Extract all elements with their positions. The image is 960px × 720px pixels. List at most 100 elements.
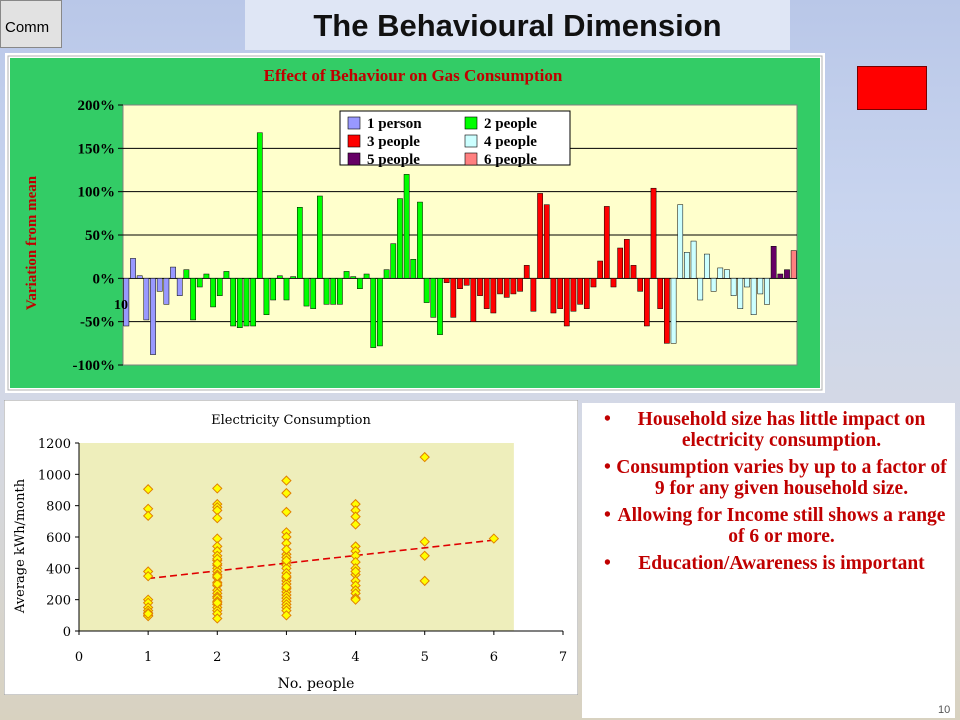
chart1-bar	[263, 278, 270, 315]
chart2-y-tick-label: 200	[46, 594, 71, 609]
bullet-text: Education/Awareness is important	[638, 553, 925, 574]
chart2-point	[281, 610, 292, 621]
chart1-bar	[563, 278, 570, 327]
chart1-bar	[210, 278, 216, 308]
chart1-bar	[670, 278, 677, 344]
chart2-x-axis-label: No. people	[278, 676, 355, 692]
chart1-bar	[657, 278, 664, 309]
chart2-axes: 0 200 400 600 800 1000 1200 0 1 2 3 4 5 6 7	[38, 437, 567, 665]
chart1-bar	[290, 276, 297, 279]
chart2-y-tick-label: 600	[46, 531, 71, 546]
chart1-bar	[450, 278, 457, 318]
chart1-bar	[704, 253, 710, 279]
chart1-bar	[550, 278, 557, 314]
chart1-bar	[517, 278, 523, 292]
chart1-bar	[577, 278, 583, 305]
chart1-bar	[730, 278, 737, 296]
chart1-legend-label: 1 person	[367, 116, 422, 132]
chart1-bar	[623, 239, 630, 279]
chart2-x-tick-label: 3	[282, 650, 290, 665]
chart1-bar	[710, 278, 717, 292]
chart1-bar	[664, 278, 670, 344]
chart2-point	[281, 475, 292, 486]
chart1-bar	[637, 278, 644, 292]
chart1-bar	[603, 206, 610, 279]
chart1-bar	[617, 247, 624, 279]
chart1-bar	[437, 278, 443, 335]
bullet-marker: •	[604, 553, 611, 574]
chart1-bar	[537, 193, 543, 279]
chart1-bar	[497, 278, 503, 295]
chart2-point	[281, 555, 292, 566]
bullet-marker: •	[604, 505, 611, 526]
chart1-bar	[123, 278, 130, 327]
red-action-button[interactable]	[857, 66, 927, 110]
chart2-x-tick-label: 0	[75, 650, 83, 665]
chart2-point	[212, 512, 223, 524]
chart1-bar	[650, 187, 657, 279]
chart1-bar	[530, 278, 537, 312]
bullet-text: Consumption varies by up to a factor of …	[616, 457, 947, 499]
chart1-y-axis-label: Variation from mean	[24, 175, 40, 310]
chart1-bar	[770, 246, 777, 279]
chart1-bar	[330, 278, 337, 305]
chart1-bar	[363, 273, 370, 279]
chart1-bar	[503, 278, 510, 298]
chart1-bar	[570, 278, 577, 312]
chart2-point	[142, 484, 154, 495]
chart1-bar	[764, 278, 770, 305]
chart2-x-tick-label: 5	[421, 650, 429, 665]
chart1-bar	[757, 278, 764, 295]
chart1-bar	[317, 195, 323, 279]
chart1-bar	[597, 260, 603, 279]
chart1-bar	[230, 278, 236, 327]
chart1-bar	[250, 278, 256, 327]
chart1-bar	[677, 204, 684, 279]
chart1-legend-label: 2 people	[484, 116, 537, 132]
chart1-bar	[643, 278, 650, 327]
chart2-trendline-segment	[148, 539, 494, 580]
chart1-legend-swatch	[347, 152, 361, 166]
chart1-bar	[543, 204, 550, 279]
page-title: The Behavioural Dimension	[313, 8, 722, 43]
chart1-bar	[417, 201, 423, 279]
chart1-legend-swatch	[464, 116, 478, 130]
chart1-bar	[557, 278, 563, 309]
chart1-bar	[183, 269, 190, 279]
chart1-bar	[323, 278, 330, 305]
chart1-bar	[377, 278, 383, 347]
bullet-item: • Allowing for Income still shows a range…	[582, 505, 951, 547]
chart1-bar	[216, 278, 223, 296]
chart2-x-tick-label: 6	[490, 650, 498, 665]
gas-consumption-chart: Effect of Behaviour on Gas Consumption V…	[5, 53, 825, 393]
chart2-x-tick-label: 1	[144, 650, 152, 665]
chart2-x-tick-label: 2	[213, 650, 221, 665]
chart2-point	[350, 594, 361, 605]
bullet-text: Household size has little impact on elec…	[637, 409, 926, 451]
chart1-bar	[523, 265, 530, 279]
chart1-legend-swatch	[464, 134, 478, 148]
chart1-bar	[170, 266, 176, 279]
chart1-legend-label: 6 people	[484, 152, 537, 168]
chart1-bar	[310, 278, 317, 309]
chart1-bar	[143, 278, 150, 321]
chart1-bar	[203, 273, 210, 279]
chart1-bar	[357, 278, 363, 289]
chart1-y-tick-label: 150%	[78, 141, 116, 157]
chart1-bar	[256, 132, 263, 279]
chart2-point	[212, 597, 223, 609]
chart1-bar	[463, 278, 470, 286]
chart1-bar	[744, 278, 750, 288]
comm-button[interactable]: Comm	[0, 0, 62, 48]
bullet-item: • Consumption varies by up to a factor of…	[582, 457, 951, 499]
chart1-bar	[777, 273, 784, 279]
chart1-bar	[784, 269, 790, 279]
chart1-bar	[470, 278, 477, 322]
chart1-y-tick-label: 100%	[78, 185, 116, 201]
chart1-bar	[397, 198, 403, 279]
chart1-bar	[737, 278, 744, 309]
chart1-bar	[337, 278, 343, 305]
chart1-legend-swatch	[464, 152, 478, 166]
chart1-y-ticks: -100% -50% 0% 50% 100% 150% 200%	[73, 98, 123, 374]
chart1-bar	[270, 278, 277, 301]
